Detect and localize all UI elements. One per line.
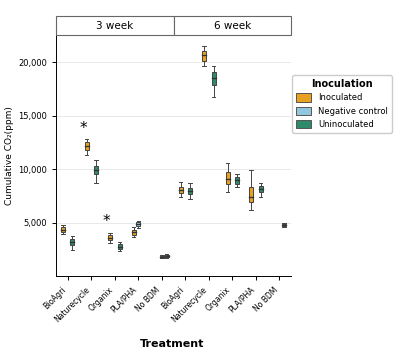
- Text: Treatment: Treatment: [140, 339, 204, 349]
- Bar: [179, 187, 183, 193]
- Bar: [70, 239, 74, 245]
- Text: *: *: [79, 121, 87, 136]
- Bar: [212, 72, 216, 85]
- Text: *: *: [103, 214, 110, 229]
- Bar: [202, 51, 206, 61]
- Bar: [160, 256, 164, 258]
- Bar: [132, 230, 136, 235]
- Y-axis label: Cumulative CO₂(ppm): Cumulative CO₂(ppm): [5, 106, 14, 205]
- Bar: [282, 224, 286, 226]
- Bar: [249, 187, 253, 202]
- Bar: [136, 222, 140, 226]
- Bar: [226, 172, 230, 184]
- Bar: [235, 177, 239, 184]
- Bar: [118, 244, 122, 249]
- Text: 3 week: 3 week: [96, 21, 134, 31]
- Bar: [108, 235, 112, 240]
- Bar: [61, 227, 65, 232]
- Bar: [84, 142, 88, 150]
- Bar: [259, 186, 263, 192]
- Text: 6 week: 6 week: [214, 21, 251, 31]
- Legend: Inoculated, Negative control, Uninoculated: Inoculated, Negative control, Uninoculat…: [292, 75, 392, 133]
- Bar: [94, 166, 98, 175]
- Bar: [188, 188, 192, 194]
- Bar: [164, 255, 168, 257]
